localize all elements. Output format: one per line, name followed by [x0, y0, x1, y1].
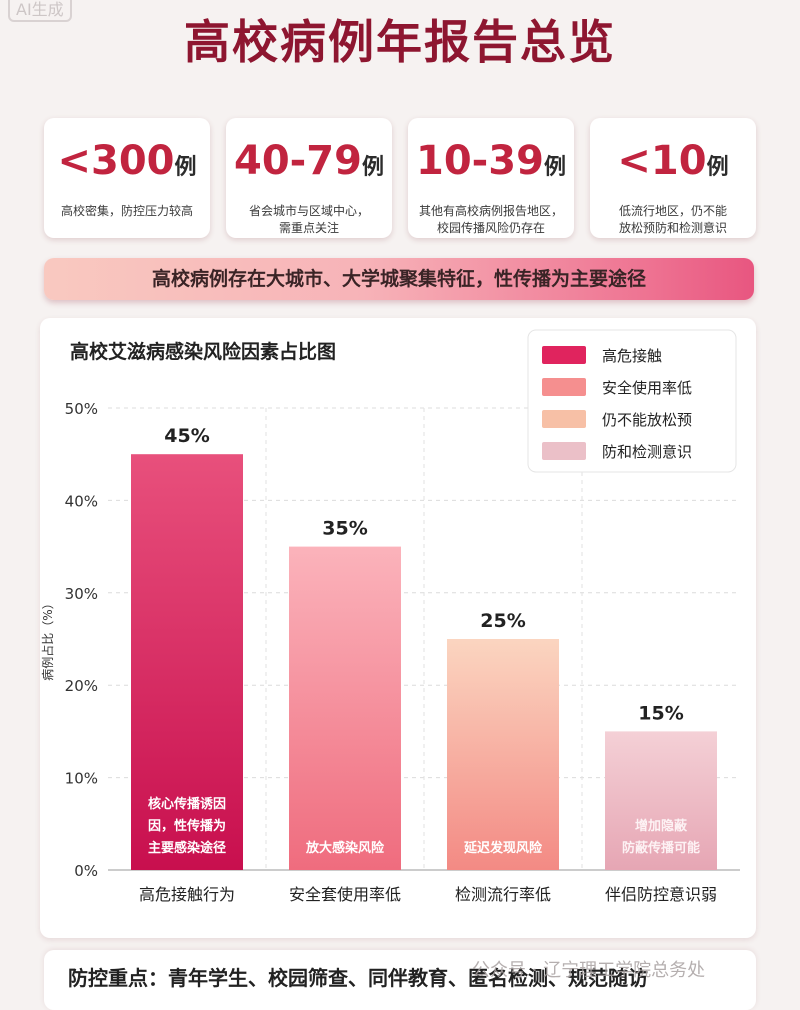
legend-label: 防和检测意识	[602, 443, 692, 461]
stat-unit: 例	[706, 155, 729, 180]
legend-swatch	[542, 410, 586, 428]
y-tick-label: 40%	[65, 492, 98, 510]
bar-value-label: 15%	[638, 702, 683, 724]
page-title: 高校病例年报告总览	[184, 15, 616, 69]
stat-value: <300例	[57, 138, 197, 184]
legend-label: 高危接触	[602, 347, 662, 365]
summary-banner: 高校病例存在大城市、大学城聚集特征，性传播为主要途径	[44, 258, 754, 300]
stat-card: 10-39例 其他有高校病例报告地区， 校园传播风险仍存在	[408, 118, 574, 238]
y-tick-label: 10%	[65, 770, 98, 788]
bar-annotation: 因，性传播为	[148, 818, 226, 834]
stat-value: 10-39例	[416, 138, 566, 184]
stat-value: <10例	[617, 138, 729, 184]
stat-card: <300例 高校密集，防控压力较高	[44, 118, 210, 238]
bar	[131, 454, 243, 870]
stat-unit: 例	[543, 155, 566, 180]
prevention-footer: 防控重点：青年学生、校园筛查、同伴教育、匿名检测、规范随访	[44, 950, 756, 1010]
bar-value-label: 35%	[322, 518, 367, 540]
stat-card: 40-79例 省会城市与区域中心， 需重点关注	[226, 118, 392, 238]
legend-label: 仍不能放松预	[602, 411, 692, 429]
stat-desc: 其他有高校病例报告地区， 校园传播风险仍存在	[418, 204, 563, 235]
bar-annotation: 主要感染途径	[148, 840, 226, 856]
legend-swatch	[542, 346, 586, 364]
legend-label: 安全使用率低	[602, 379, 692, 397]
x-tick-label: 伴侣防控意识弱	[605, 885, 717, 904]
legend-swatch	[542, 442, 586, 460]
bar-annotation: 放大感染风险	[305, 840, 385, 856]
watermark-badge: AI生成	[8, 0, 72, 22]
bar	[605, 731, 717, 870]
risk-factor-bar-chart: 高校艾滋病感染风险因素占比图 0% 10% 20% 30% 40% 50% 病例占比（%） 45…	[40, 329, 740, 904]
bar-annotation: 防蔽传播可能	[622, 840, 700, 856]
legend-swatch	[542, 378, 586, 396]
legend-box	[527, 329, 737, 473]
x-tick-label: 高危接触行为	[139, 885, 235, 904]
bar-value-label: 45%	[164, 425, 209, 447]
stat-desc: 高校密集，防控压力较高	[60, 204, 193, 218]
bar	[289, 546, 401, 870]
y-tick-label: 20%	[65, 677, 98, 695]
y-axis-label: 病例占比（%）	[40, 597, 55, 680]
stat-cards: <300例 高校密集，防控压力较高 40-79例 省会城市与区域中心， 需重点关…	[44, 118, 756, 240]
stat-desc: 低流行地区，仍不能 放松预防和检测意识	[618, 204, 727, 235]
y-tick-label: 0%	[74, 862, 98, 880]
bar-annotation: 增加隐蔽	[635, 818, 688, 834]
bar-annotation: 延迟发现风险	[463, 840, 543, 856]
chart-panel: 高校艾滋病感染风险因素占比图 0% 10% 20% 30% 40% 50% 病例占比（%） 45…	[40, 318, 756, 938]
x-tick-label: 检测流行率低	[455, 885, 551, 904]
bar-value-label: 25%	[480, 610, 525, 632]
stat-unit: 例	[361, 155, 384, 180]
wechat-watermark: 公众号 · 辽宁理工学院总务处	[472, 960, 706, 981]
stat-desc: 省会城市与区域中心， 需重点关注	[248, 204, 369, 235]
stat-value: 40-79例	[234, 138, 384, 184]
stat-card: <10例 低流行地区，仍不能 放松预防和检测意识	[590, 118, 756, 238]
bar-annotation: 核心传播诱因	[148, 796, 226, 812]
y-tick-label: 50%	[65, 400, 98, 418]
bar	[447, 639, 559, 870]
y-tick-label: 30%	[65, 585, 98, 603]
x-tick-label: 安全套使用率低	[289, 885, 401, 904]
stat-unit: 例	[174, 155, 197, 180]
chart-title: 高校艾滋病感染风险因素占比图	[70, 340, 336, 363]
